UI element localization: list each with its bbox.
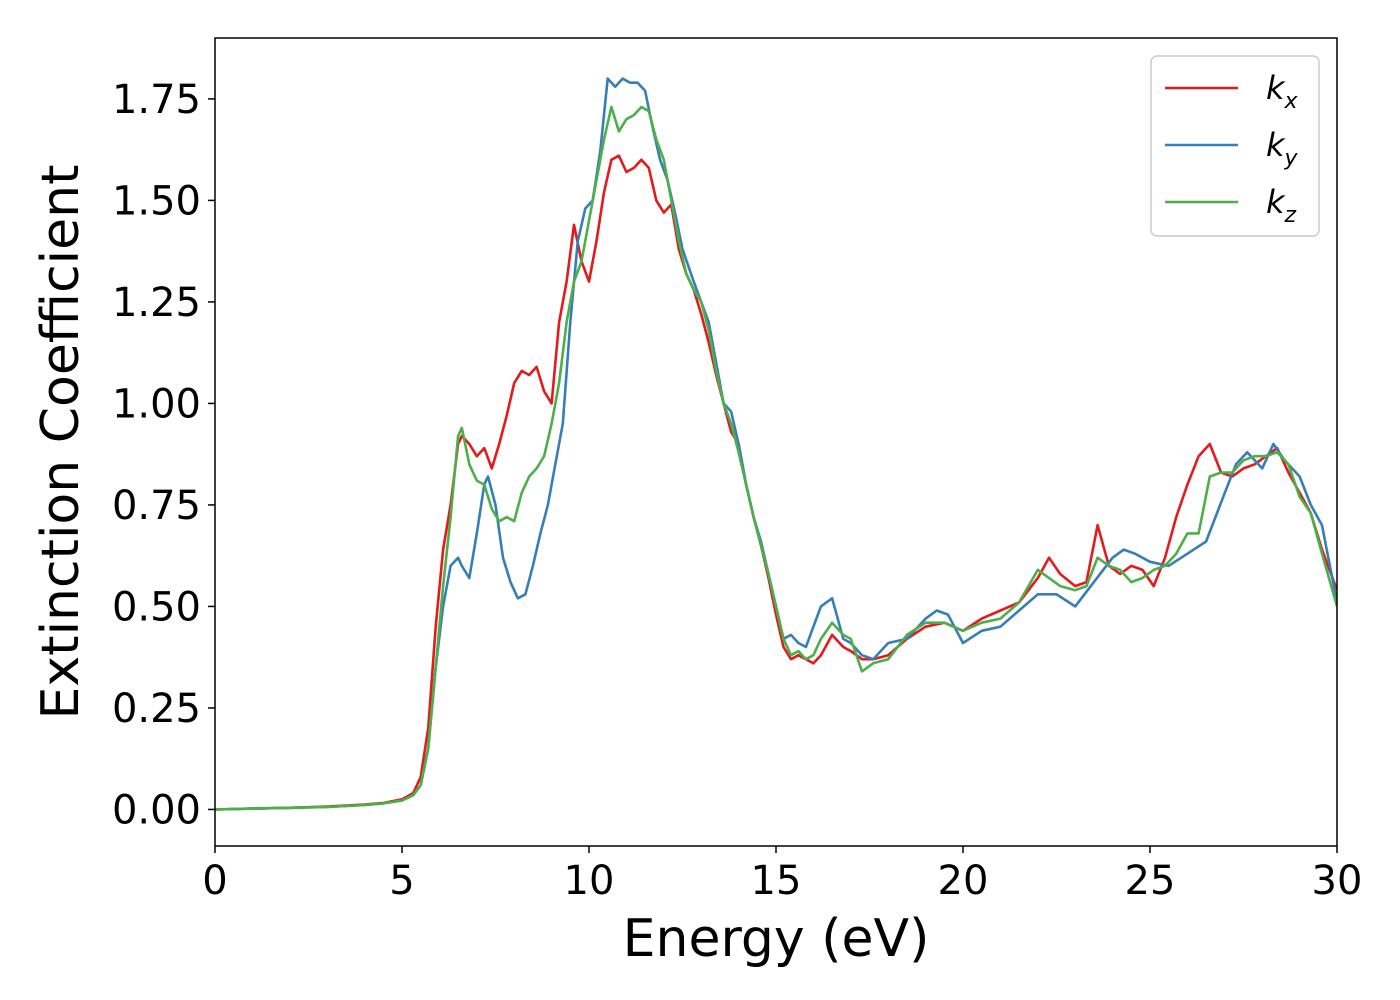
- y-tick-label: 1.00: [112, 381, 201, 427]
- x-tick-label: 10: [564, 858, 615, 904]
- x-axis-label: Energy (eV): [623, 909, 930, 969]
- y-tick-label: 1.50: [112, 178, 201, 224]
- y-tick-label: 0.75: [112, 483, 201, 529]
- x-axis: 0 5 10 15 20 25 30: [202, 846, 1362, 904]
- y-tick-label: 0.25: [112, 686, 201, 732]
- x-tick-label: 5: [389, 858, 414, 904]
- y-tick-label: 1.25: [112, 280, 201, 326]
- y-axis: 0.00 0.25 0.50 0.75 1.00 1.25 1.50 1.75: [112, 77, 215, 833]
- x-tick-label: 0: [202, 858, 227, 904]
- x-tick-label: 20: [938, 858, 989, 904]
- y-tick-label: 1.75: [112, 77, 201, 123]
- y-axis-label: Extinction Coefficient: [31, 165, 91, 720]
- y-tick-label: 0.50: [112, 584, 201, 630]
- x-tick-label: 25: [1125, 858, 1176, 904]
- series-line-kx: [215, 154, 1337, 811]
- x-tick-label: 30: [1312, 858, 1363, 904]
- series-line-kz: [215, 105, 1337, 811]
- series-layer: [215, 77, 1337, 811]
- x-tick-label: 15: [751, 858, 802, 904]
- y-tick-label: 0.00: [112, 787, 201, 833]
